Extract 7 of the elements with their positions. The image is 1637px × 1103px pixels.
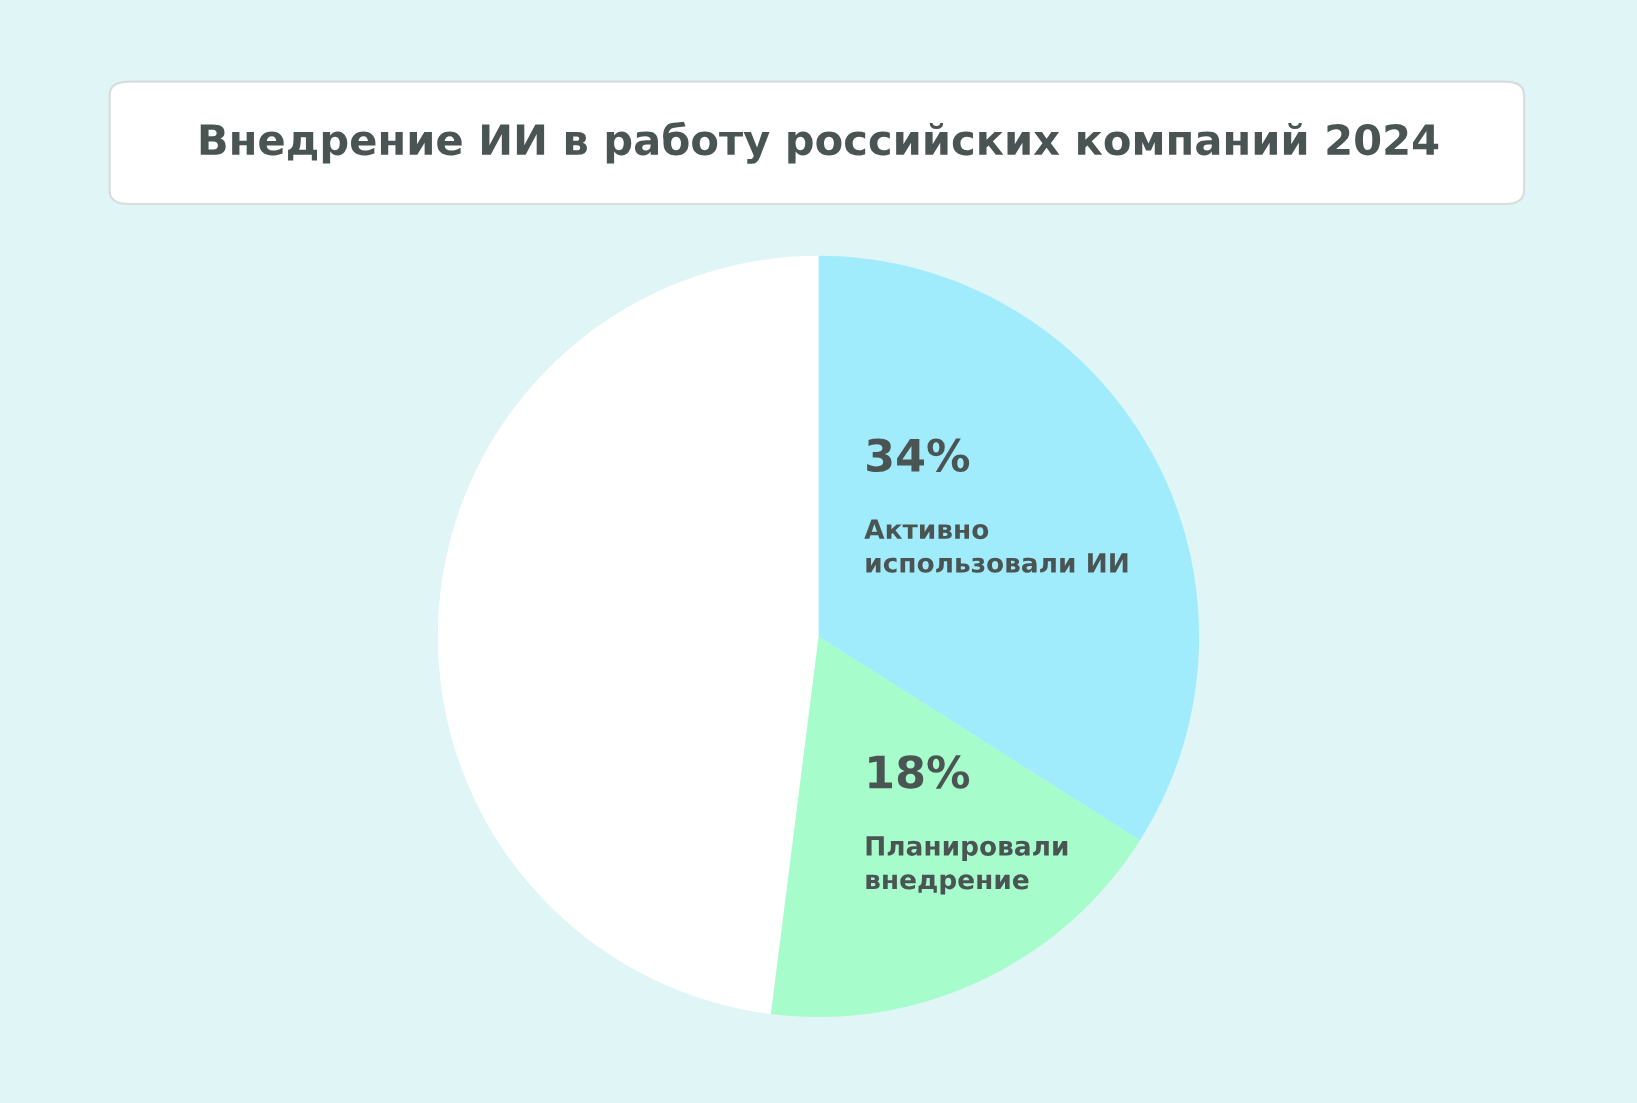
data-label: 34% (867, 438, 970, 473)
chart-title: Внедрение ИИ в работу российских компаний 2024 (200, 121, 1439, 164)
pie-slice (437, 255, 819, 1015)
slice-label: Активно использовали ИИ (864, 519, 1128, 573)
data-label: 18% (869, 755, 970, 789)
slice-label: Планировали внедрение (866, 836, 1068, 895)
pie-slice (770, 636, 1140, 1018)
